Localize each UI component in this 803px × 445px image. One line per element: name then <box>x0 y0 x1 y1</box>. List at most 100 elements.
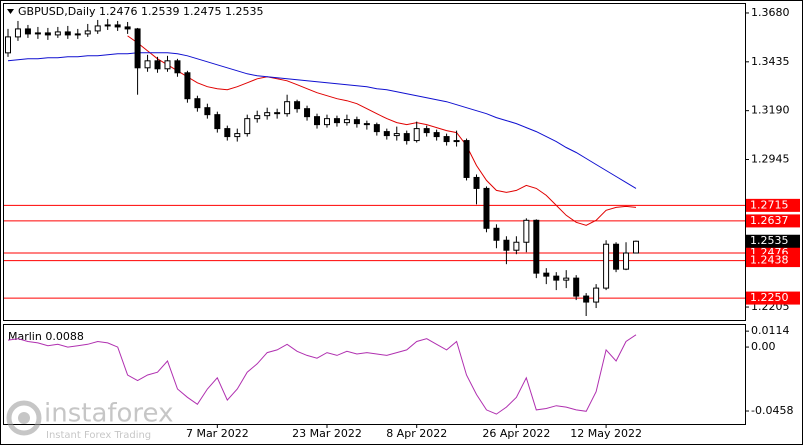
candle-body <box>433 132 440 138</box>
x-tick-label: 26 Apr 2022 <box>482 427 550 440</box>
candle-body <box>373 124 380 133</box>
candle-body <box>284 101 291 115</box>
candle-body <box>94 25 101 32</box>
y-tick-label: 0.00 <box>751 340 776 353</box>
level-label-box <box>746 214 800 228</box>
candle-body <box>44 32 51 36</box>
candle-body <box>493 227 500 241</box>
candle-body <box>423 128 430 134</box>
candle-body <box>353 119 360 125</box>
candle-body <box>214 114 221 130</box>
watermark: instaforex Instant Forex Trading <box>6 399 173 441</box>
candle-body <box>54 31 61 36</box>
watermark-brand: instaforex <box>44 399 173 429</box>
candle-body <box>443 136 450 143</box>
candle-body <box>333 118 340 124</box>
candle-body <box>453 140 460 143</box>
chart-title: GBPUSD,Daily 1.2476 1.2539 1.2475 1.2535 <box>18 5 263 18</box>
candle-body <box>543 272 550 277</box>
x-tick-label: 8 Apr 2022 <box>386 427 447 440</box>
x-tick-label: 7 Mar 2022 <box>186 427 249 440</box>
x-tick-label: 12 May 2022 <box>570 427 642 440</box>
candle-body <box>244 118 251 135</box>
candle-body <box>323 118 330 126</box>
level-label: 1.2715 <box>750 198 789 211</box>
y-tick-label: 1.2945 <box>751 153 790 166</box>
candle-body <box>393 133 400 137</box>
candle-body <box>114 24 121 28</box>
y-tick-label: -0.0458 <box>751 404 793 417</box>
oscillator-title: Marlin 0.0088 <box>8 330 84 343</box>
candle-body <box>224 128 231 138</box>
candle-body <box>74 33 81 36</box>
candle-body <box>623 252 630 270</box>
candle-body <box>5 36 11 54</box>
candle-body <box>104 24 111 27</box>
candle-body <box>34 32 41 35</box>
level-label-box <box>746 254 800 268</box>
candle-body <box>274 112 281 115</box>
candle-body <box>533 219 540 274</box>
x-tick-label: 23 Mar 2022 <box>292 427 362 440</box>
logo-core <box>18 412 30 424</box>
candle-body <box>314 116 321 126</box>
candle-body <box>553 275 560 281</box>
level-label: 1.2637 <box>750 214 789 227</box>
menu-triangle <box>7 9 14 14</box>
candle-body <box>503 239 510 251</box>
candle-body <box>304 108 311 118</box>
candle-body <box>343 119 350 124</box>
candle-body <box>523 219 530 243</box>
candle-body <box>254 115 261 120</box>
level-label: 1.2250 <box>750 291 789 304</box>
y-tick-label: 1.3190 <box>751 104 790 117</box>
candle-body <box>413 128 420 142</box>
candle-body <box>383 131 390 137</box>
current-price-box <box>746 234 800 248</box>
level-label-box <box>746 198 800 212</box>
candle-body <box>24 28 31 35</box>
level-label: 1.2438 <box>750 254 789 267</box>
y-tick-label: 1.3680 <box>751 6 790 19</box>
candle-body <box>154 60 161 70</box>
candle-body <box>583 295 590 303</box>
candle-body <box>184 72 191 100</box>
candle-body <box>194 98 201 109</box>
y-tick-label: 1.3435 <box>751 55 790 68</box>
candle-body <box>593 287 600 303</box>
oscillator-line <box>7 334 637 415</box>
candle-body <box>513 241 520 251</box>
candle-body <box>403 133 410 142</box>
logo-ring <box>6 400 42 436</box>
candle-body <box>84 30 91 35</box>
candle-body <box>613 243 620 270</box>
moving-average <box>7 52 637 189</box>
candle-body <box>483 187 490 229</box>
y-tick-label: 0.0114 <box>751 324 790 337</box>
candle-body <box>204 107 211 116</box>
candle-body <box>144 60 151 69</box>
candle-body <box>234 133 241 138</box>
candle-body <box>563 277 570 281</box>
candle-body <box>164 60 171 70</box>
candle-body <box>473 176 480 189</box>
oscillator-panel <box>3 324 746 425</box>
candle-body <box>363 123 370 126</box>
watermark-tagline: Instant Forex Trading <box>46 430 151 441</box>
current-price-label: 1.2535 <box>750 234 789 247</box>
candle-body <box>463 140 470 178</box>
moving-average <box>127 35 637 226</box>
candle-body <box>124 26 131 30</box>
candle-body <box>294 101 301 110</box>
candle-body <box>174 60 181 74</box>
candle-body <box>14 28 21 38</box>
level-label-box <box>746 291 800 305</box>
candle-body <box>64 31 71 36</box>
candle-body <box>264 112 271 117</box>
candle-body <box>633 240 639 254</box>
price-panel <box>3 3 746 321</box>
candle-body <box>603 243 610 289</box>
candle-body <box>134 28 141 69</box>
